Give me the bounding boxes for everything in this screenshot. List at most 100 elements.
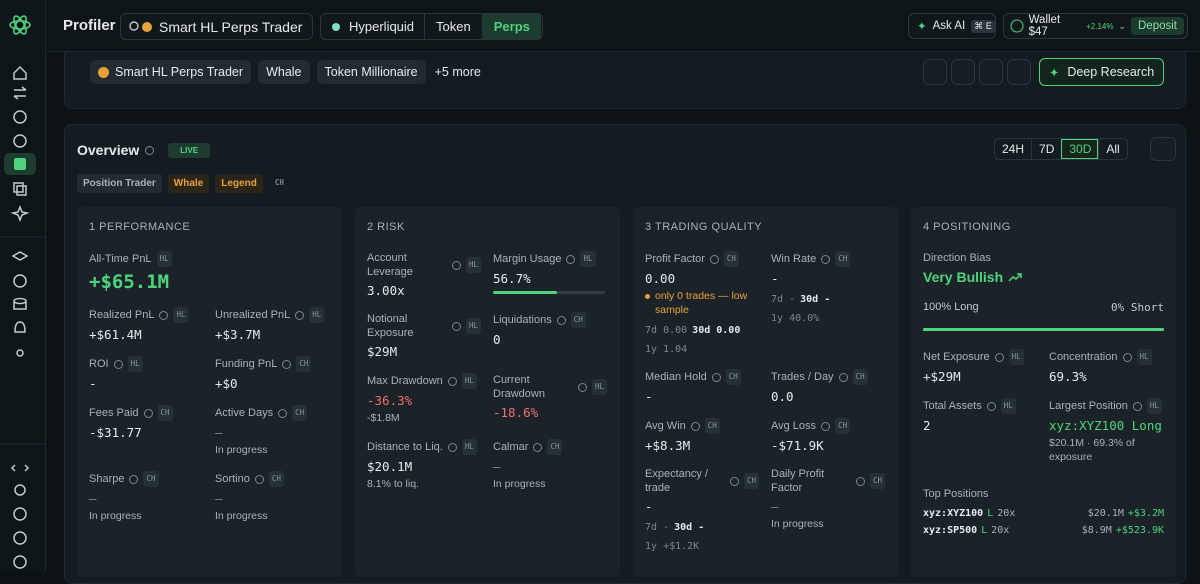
sidebar [0,0,46,572]
source-badge: HL [1008,349,1024,365]
ask-ai[interactable]: ✦ Ask AI ⌘ E [908,13,996,39]
metric-value: 0 [493,332,501,347]
metric-value: +$65.1M [89,271,170,293]
profile-tag[interactable]: Token Millionaire [316,60,426,84]
metric: Total Assets HL 2 [923,398,1049,464]
info-icon [278,408,288,418]
metric-label: Margin Usage [493,253,562,265]
metric-sub: In progress [215,510,268,522]
tab-active[interactable]: Perps [482,14,541,39]
metric-value: xyz:XYZ100 Long [1049,418,1162,433]
info-icon [838,372,848,382]
metric-label: Median Hold [645,371,707,383]
metric-sub: In progress [493,478,546,490]
metric: Profit Factor CH 0.00 only 0 trades — low s… [645,251,771,355]
spark: ✦ [1048,65,1060,80]
leverage: 20x [997,508,1016,519]
label-row: Fees Paid CH [89,405,215,421]
label-row: Daily Profit Factor CH [771,467,886,495]
metric-grid: Account Leverage HL 3.00x Margin Usage HL 56.… [367,251,608,491]
deep-research-button[interactable]: ✦ Deep Research [1039,58,1164,86]
metric-value: — [771,499,779,514]
label-row: Realized PnL HL [89,307,215,323]
period-value: - [824,294,831,305]
period-key: 1y [645,541,658,552]
source-badge: HL [127,356,143,372]
info-icon [856,476,865,486]
period-line: 7d 0.00 30d 0.00 [645,325,771,336]
info-icon [1122,352,1132,362]
info-icon [533,442,543,452]
metric: Sortino CH — In progress [215,471,330,523]
actions [923,59,1031,85]
spark: ✦ [917,21,927,33]
metric-value: -$71.9K [771,438,824,453]
metric-value: -18.6% [493,405,539,420]
range-button[interactable]: 24H [1002,142,1025,156]
metric-value: - [645,389,653,404]
metric: Fees Paid CH -$31.77 [89,405,215,457]
source-badge: CH [835,418,851,434]
deposit-button[interactable]: Deposit [1131,17,1184,35]
tag-icon [98,66,109,78]
top-positions-title: Top Positions [923,488,989,500]
share-button[interactable] [923,59,947,85]
live-badge: LIVE [168,142,211,158]
metric: Avg Loss CH -$71.9K [771,418,886,453]
metric-label: Sharpe [89,473,125,485]
label-row: Avg Loss CH [771,418,886,434]
period-value: - [698,522,705,533]
period: 1y 40.0% [771,313,819,324]
side: L [987,508,994,519]
alert-button[interactable] [1007,59,1031,85]
metric: Median Hold CH - [645,369,771,404]
leverage: 20x [991,525,1010,536]
search-box[interactable]: Smart HL Perps Trader [120,13,313,40]
range-button[interactable]: 7D [1031,139,1061,159]
source-badge: CH [725,369,741,385]
metric-value: 3.00x [367,283,405,298]
chain-select[interactable]: Hyperliquid [321,14,426,39]
source-badge: HL [1136,349,1152,365]
watch-button[interactable] [951,59,975,85]
metric: Liquidations CH 0 [493,312,608,359]
metric-value: $29M [367,344,398,359]
metric-grid: Net Exposure HL +$29M Concentration HL 69.3% T… [923,349,1164,464]
range-switch: 24H 7D 30D All [994,138,1128,160]
metric: Daily Profit Factor CH — In progress [771,467,886,552]
info-icon [556,315,566,325]
period-value: +$1.2K [663,541,700,552]
top-bar: Profiler Smart HL Perps Trader Hyperliqu… [47,0,1200,52]
source-badge: HL [466,257,482,273]
info-icon [994,352,1004,362]
range-button[interactable]: All [1098,139,1126,159]
label-row: All-Time PnL HL [89,251,330,267]
period-value: 0.00 [663,325,688,336]
label-row: Calmar CH [493,439,608,455]
tag-text: Whale [266,65,302,79]
info-icon [159,310,169,320]
split: 100% Long 0% Short [923,301,1164,331]
more-tags[interactable]: +5 more [434,65,481,79]
label-row: Max Drawdown HL [367,373,493,389]
period: 7d - [645,522,669,533]
metric-grid: Profit Factor CH 0.00 only 0 trades — low s… [645,251,886,552]
metric-label: Win Rate [771,253,817,265]
profile-tag[interactable]: Smart HL Perps Trader [90,60,252,84]
wallet-text: Wallet $47 [1028,14,1061,38]
range-button[interactable]: 30D [1061,139,1099,159]
wallet[interactable]: Wallet $47 +2.14% ⌄ Deposit [1003,13,1188,39]
card-title: 4 POSITIONING [923,221,1011,233]
info-icon [113,359,123,369]
period-key: 1y [771,313,784,324]
source-badge: HL [309,307,325,323]
size: $8.9M [1081,525,1112,536]
info-icon [821,254,831,264]
profile-tag[interactable]: Whale [258,60,310,84]
tab[interactable]: Token [425,14,483,39]
metric: Avg Win CH +$8.3M [645,418,771,453]
tag-button[interactable] [979,59,1003,85]
expand-button[interactable] [1150,137,1176,161]
metric-label: Expectancy / trade [645,468,708,494]
period: 7d 0.00 [645,325,687,336]
